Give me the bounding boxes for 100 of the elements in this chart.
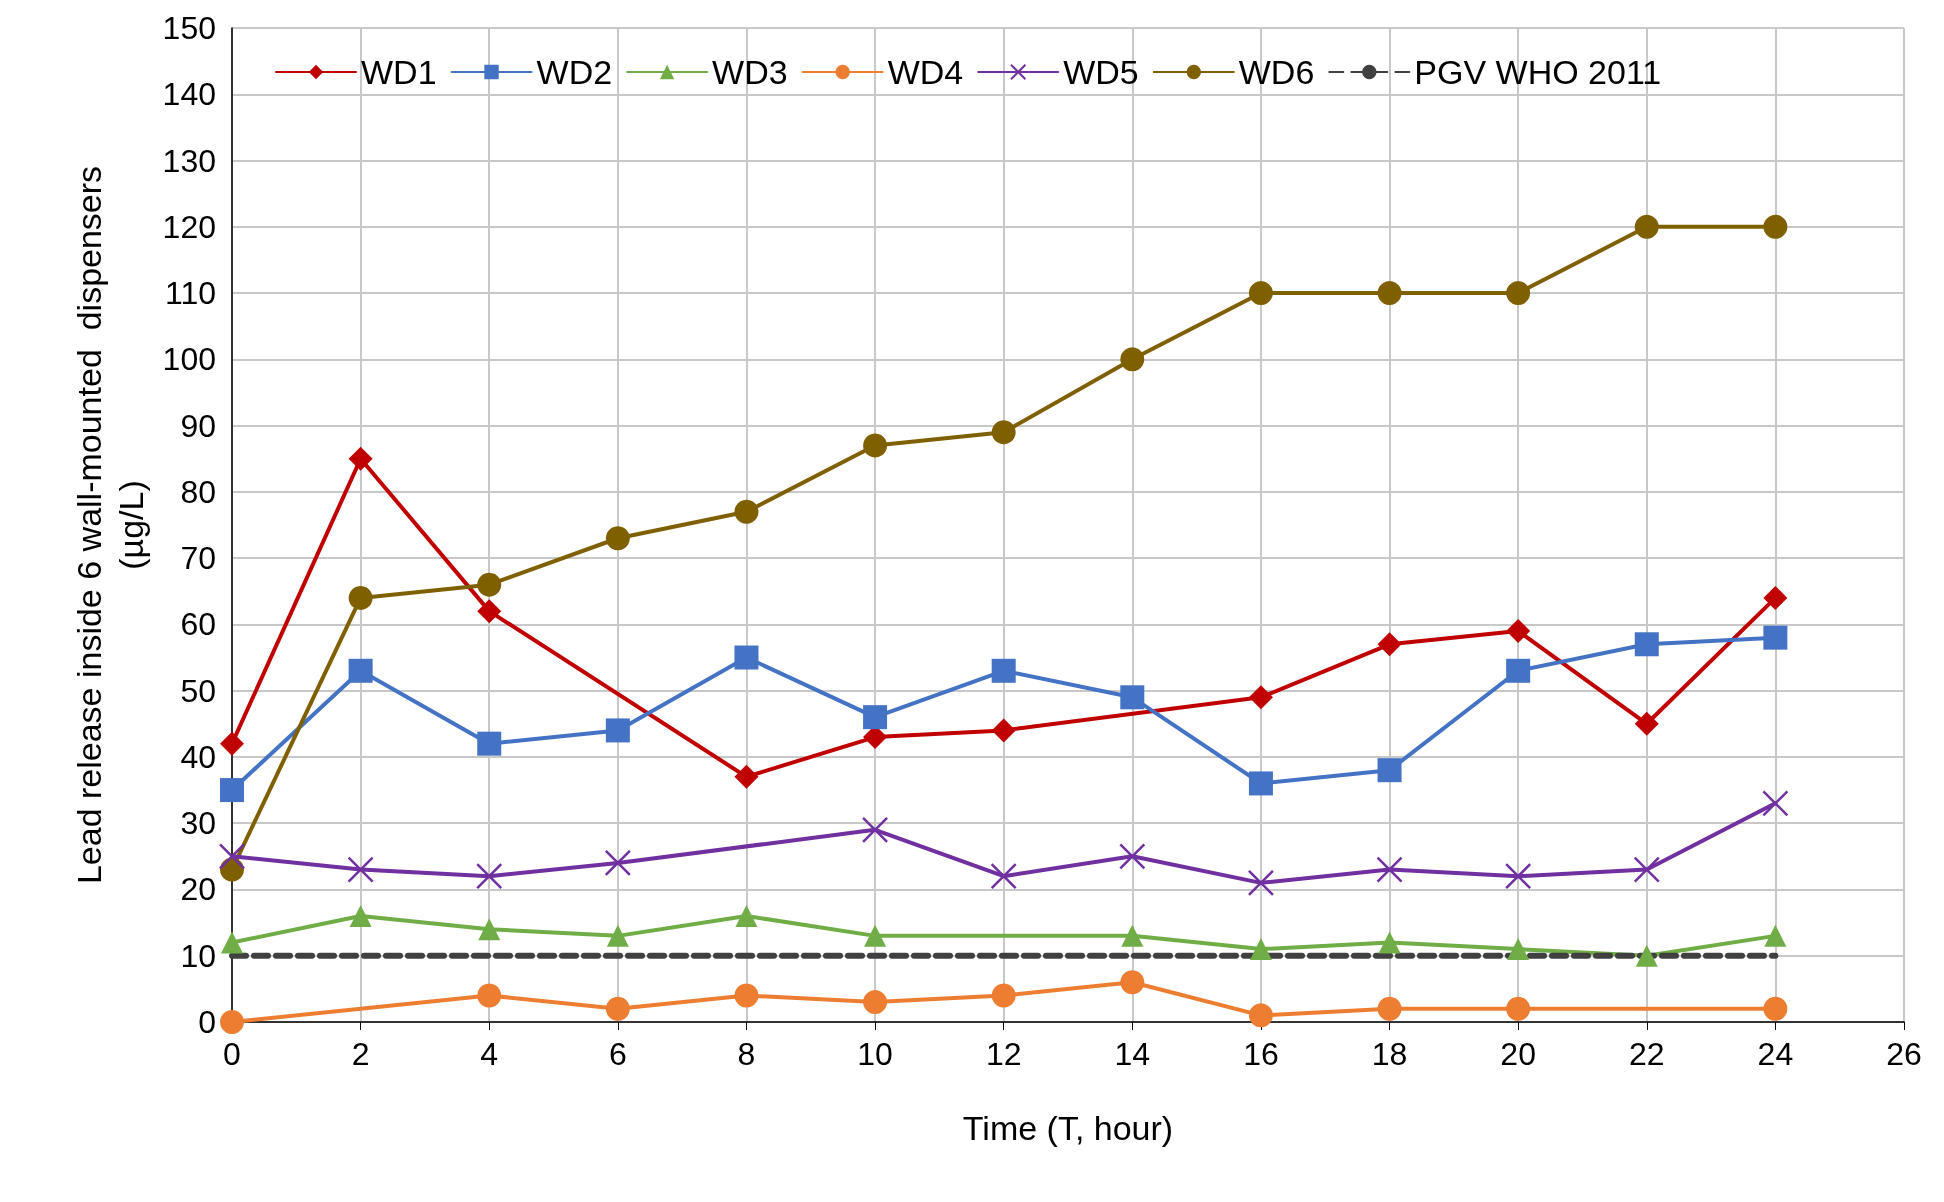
point [1377, 281, 1402, 306]
y-axis-title: Lead release inside 6 wall-mounted dispensers (µg/L) [69, 165, 150, 885]
point [1247, 869, 1275, 897]
y-tick-label: 10 [180, 937, 216, 974]
point [605, 996, 630, 1021]
point [1634, 632, 1659, 657]
point [734, 764, 759, 789]
point [349, 904, 372, 927]
point [477, 599, 502, 624]
point [1506, 996, 1531, 1021]
y-tick-label: 140 [162, 76, 216, 113]
point [1377, 758, 1402, 783]
point [348, 585, 373, 610]
point [1377, 996, 1402, 1021]
x-tick-label: 10 [857, 1036, 893, 1072]
point [734, 645, 759, 670]
x-tick-label: 20 [1500, 1036, 1536, 1072]
x-tick-label: 2 [351, 1036, 370, 1072]
point [1248, 1003, 1273, 1028]
point [347, 856, 374, 883]
point [220, 1010, 244, 1034]
point [1634, 214, 1659, 239]
point [1248, 685, 1273, 710]
point [863, 705, 888, 730]
x-tick-label: 4 [480, 1036, 499, 1072]
point [477, 572, 502, 597]
legend-label: WD6 [1238, 53, 1315, 91]
point [1506, 281, 1531, 306]
point [348, 446, 373, 471]
point [1504, 862, 1532, 890]
point [218, 843, 246, 870]
point [348, 658, 373, 683]
point [1633, 856, 1661, 883]
y-tick-label: 150 [162, 10, 216, 46]
point [991, 658, 1016, 683]
point [1507, 938, 1530, 961]
x-tick-label: 14 [1114, 1036, 1151, 1072]
point [604, 849, 632, 877]
y-tick-label: 50 [180, 672, 216, 709]
y-tick-label: 90 [180, 407, 216, 444]
point [606, 924, 629, 947]
x-tick-label: 12 [985, 1036, 1022, 1072]
x-tick-label: 26 [1886, 1036, 1922, 1072]
point [1377, 632, 1402, 657]
legend-label: WD1 [361, 53, 437, 91]
y-tick-label: 100 [162, 341, 216, 378]
point [1378, 931, 1401, 954]
point [1762, 790, 1789, 817]
point [1634, 711, 1659, 736]
point [477, 731, 502, 756]
point [1121, 924, 1144, 947]
point [1248, 281, 1273, 306]
point [220, 731, 244, 756]
point [1763, 585, 1788, 610]
x-axis-title: Time (T, hour) [962, 1109, 1174, 1147]
point [1763, 996, 1788, 1021]
x-tick-label: 0 [223, 1036, 241, 1072]
x-tick-label: 16 [1243, 1036, 1279, 1072]
legend-label: WD2 [536, 53, 613, 91]
point [1764, 924, 1787, 947]
point [861, 816, 889, 844]
y-tick-label: 130 [162, 142, 216, 179]
y-tick-label: 0 [198, 1004, 216, 1040]
point [991, 420, 1016, 445]
point [1248, 771, 1273, 796]
y-tick-label: 60 [180, 606, 216, 643]
point [990, 862, 1017, 890]
point [863, 990, 888, 1015]
point [1506, 658, 1531, 683]
y-tick-label: 110 [164, 275, 216, 312]
legend-label: WD5 [1063, 53, 1139, 91]
point [863, 433, 888, 458]
point [1506, 619, 1531, 644]
x-tick-label: 18 [1371, 1036, 1408, 1072]
point [478, 918, 501, 941]
point [221, 931, 243, 954]
legend-label: WD4 [887, 53, 964, 91]
point [991, 983, 1016, 1008]
y-tick-label: 30 [180, 805, 216, 842]
point [734, 983, 759, 1008]
point [735, 904, 758, 927]
point [477, 983, 502, 1008]
x-tick-label: 6 [608, 1036, 627, 1072]
legend-label: PGV WHO 2011 [1414, 53, 1662, 91]
point [864, 924, 887, 947]
y-tick-label: 80 [180, 473, 216, 510]
legend-label: WD3 [712, 53, 788, 91]
point [475, 862, 503, 890]
point [605, 526, 630, 551]
x-tick-label: 22 [1628, 1036, 1665, 1072]
x-tick-label: 24 [1757, 1036, 1794, 1072]
y-tick-label: 40 [180, 738, 216, 775]
point [1120, 685, 1145, 710]
point [605, 718, 630, 743]
point [1763, 214, 1788, 239]
point [1763, 625, 1788, 650]
point [1119, 843, 1146, 870]
point [1120, 347, 1145, 372]
point [1249, 938, 1272, 961]
point [1120, 970, 1145, 995]
